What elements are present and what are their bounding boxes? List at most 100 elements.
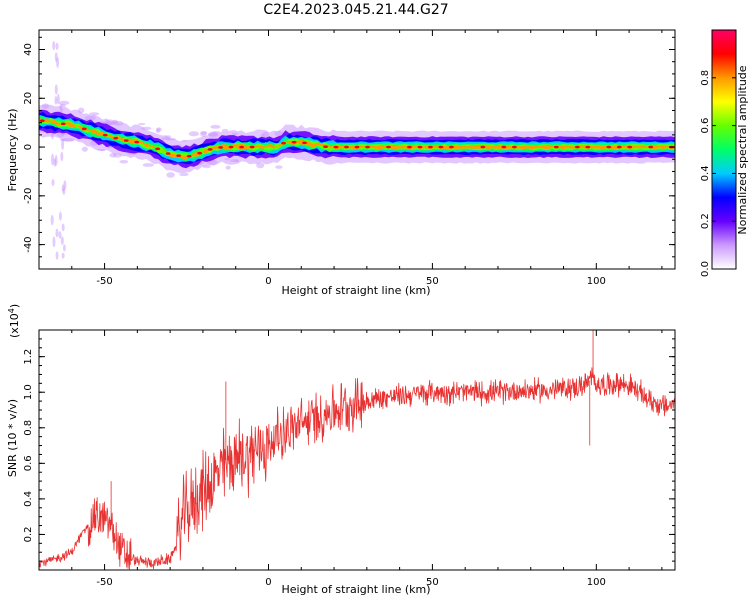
spectrogram-peak xyxy=(134,140,140,144)
snr-x-tick-label: -50 xyxy=(96,577,112,588)
spectrogram-speck xyxy=(138,122,146,126)
spectrogram-peak xyxy=(491,145,495,149)
spectrogram-heat-layer xyxy=(39,40,675,260)
colorbar: 0.0 0.2 0.4 0.6 0.8 Normalized spectral ampl… xyxy=(700,29,749,277)
spectrogram-peak xyxy=(271,145,275,149)
spectrogram-speck xyxy=(61,223,65,232)
snr-y-label: SNR (10 * v/v) xyxy=(6,399,19,477)
spectrogram-peak xyxy=(291,140,297,144)
spectrogram-peak xyxy=(428,145,433,149)
spectrogram-peak xyxy=(417,145,423,149)
snr-x-tick-label: 50 xyxy=(426,577,439,588)
spectrogram-speck xyxy=(61,184,65,192)
spectrogram-peak xyxy=(574,145,580,149)
spectrogram-speck xyxy=(52,40,56,51)
spectrogram-speck xyxy=(51,153,55,166)
spectrogram-peak xyxy=(606,145,612,149)
spectrogram-peak xyxy=(165,152,171,155)
spectrogram-peak xyxy=(239,145,245,149)
spectrogram-speck xyxy=(56,93,60,105)
spectrogram-speck xyxy=(275,165,283,169)
spectrogram-peak xyxy=(323,145,328,148)
spectrogram-panel: -50 0 50 100 -40 -20 0 20 40 Height of straight… xyxy=(6,29,676,297)
spectrogram-speck xyxy=(179,172,189,177)
spectrogram-peak xyxy=(449,145,454,149)
snr-y-tick-label: 0.8 xyxy=(23,420,34,436)
spectrogram-y-ticks: -40 -20 0 20 40 xyxy=(23,36,675,270)
snr-y-multiplier-close: ) xyxy=(8,304,21,308)
spectrogram-peak xyxy=(627,145,633,149)
spectrogram-peak xyxy=(397,145,401,149)
spectrogram-speck xyxy=(166,172,175,178)
colorbar-tick-label: 0.8 xyxy=(700,70,711,86)
spectrogram-speck xyxy=(58,231,62,239)
spectrogram-speck xyxy=(155,128,161,134)
snr-panel: -50 0 50 100 0.2 0.4 0.6 0.8 1.0 1.2 Height of s… xyxy=(6,304,676,596)
colorbar-ticks: 0.0 0.2 0.4 0.6 0.8 xyxy=(700,70,736,277)
spectrogram-speck xyxy=(188,131,200,137)
spectrogram-peak xyxy=(596,145,600,149)
spectrogram-frame xyxy=(38,29,676,270)
spectrogram-speck xyxy=(54,154,58,166)
spectrogram-peak xyxy=(659,145,663,149)
snr-x-tick-label: 0 xyxy=(265,577,271,588)
snr-series-line xyxy=(39,330,675,570)
figure-title: C2E4.2023.045.21.44.G27 xyxy=(263,2,448,18)
spectrogram-peak xyxy=(176,154,182,157)
snr-y-tick-label: 1.0 xyxy=(23,384,34,400)
spectrogram-peak xyxy=(207,148,213,151)
spectrogram-y-tick-label: -40 xyxy=(23,236,34,252)
spectrogram-peak xyxy=(523,145,527,149)
spectrogram-speck xyxy=(200,130,208,135)
spectrogram-peak xyxy=(544,145,548,149)
spectrogram-peak xyxy=(553,145,559,149)
spectrogram-x-label: Height of straight line (km) xyxy=(281,284,430,297)
spectrogram-speck xyxy=(50,214,54,226)
spectrogram-peak xyxy=(460,145,464,149)
spectrogram-y-tick-label: 40 xyxy=(23,43,34,56)
spectrogram-peak xyxy=(197,151,203,155)
spectrogram-peak xyxy=(365,145,370,149)
spectrogram-x-tick-label: 50 xyxy=(426,276,439,287)
spectrogram-peak xyxy=(155,147,161,151)
spectrogram-peak xyxy=(72,124,76,127)
spectrogram-peak xyxy=(93,130,97,134)
spectrogram-peak xyxy=(260,145,265,149)
spectrogram-y-tick-label: 0 xyxy=(23,144,34,150)
spectrogram-peak xyxy=(470,145,474,149)
colorbar-tick-label: 0.2 xyxy=(700,213,711,229)
spectrogram-peak xyxy=(313,143,317,147)
spectrogram-peak xyxy=(480,145,486,149)
spectrogram-speck xyxy=(54,96,58,105)
spectrogram-y-label: Frequency (Hz) xyxy=(6,109,19,192)
spectrogram-peak xyxy=(39,119,45,123)
spectrogram-speck xyxy=(225,165,231,170)
spectrogram-speck xyxy=(62,244,66,252)
spectrogram-peak xyxy=(218,146,224,149)
spectrogram-peak xyxy=(501,145,507,149)
snr-y-multiplier-base: (x10 xyxy=(8,313,21,338)
svg-text:(x104): (x104) xyxy=(7,304,21,338)
spectrogram-speck xyxy=(61,139,65,150)
spectrogram-speck xyxy=(60,151,64,162)
spectrogram-speck xyxy=(81,146,88,152)
snr-frame xyxy=(38,329,676,571)
spectrogram-peak xyxy=(123,139,129,142)
spectrogram-peak xyxy=(376,145,380,149)
spectrogram-peak xyxy=(616,145,622,149)
spectrogram-peak xyxy=(511,145,517,149)
snr-y-tick-label: 0.4 xyxy=(23,491,34,507)
spectrogram-peak xyxy=(438,145,444,149)
spectrogram-peak xyxy=(565,145,569,149)
spectrogram-speck xyxy=(55,42,59,50)
spectrogram-speck xyxy=(61,252,65,259)
spectrogram-peak xyxy=(407,145,412,149)
spectrogram-peak xyxy=(302,141,307,145)
spectrogram-speck xyxy=(51,179,55,186)
spectrogram-peak xyxy=(386,145,391,149)
colorbar-tick-label: 0.4 xyxy=(700,165,711,181)
spectrogram-peak xyxy=(648,145,654,149)
spectrogram-x-tick-label: 0 xyxy=(265,276,271,287)
spectrogram-peak xyxy=(113,136,119,140)
